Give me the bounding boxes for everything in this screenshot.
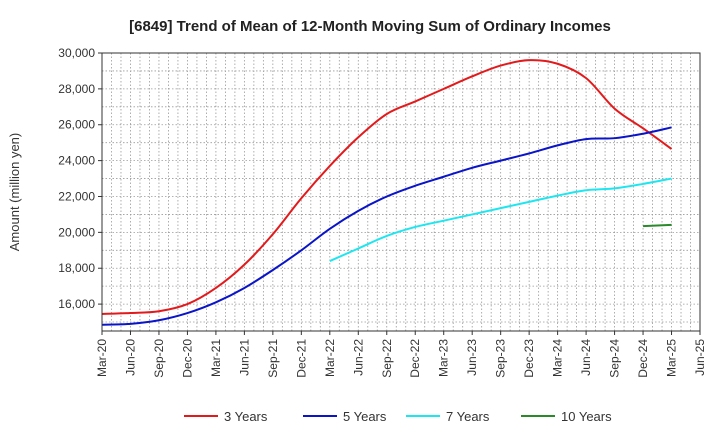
series-line-3-years: [101, 59, 673, 315]
x-tick-label: Jun-23: [465, 339, 479, 376]
x-tick-label: Sep-24: [608, 339, 622, 378]
y-tick-label: 20,000: [58, 225, 95, 239]
series-line-5-years: [101, 126, 672, 326]
x-tick-label: Mar-21: [209, 339, 223, 377]
x-tick-label: Jun-21: [237, 339, 251, 376]
legend-label-3-years: 3 Years: [224, 409, 268, 424]
y-tick-label: 22,000: [58, 189, 95, 203]
y-tick-label: 30,000: [58, 46, 95, 60]
y-tick-label: 24,000: [58, 154, 95, 168]
x-tick-label: Mar-20: [95, 339, 109, 377]
legend-label-5-years: 5 Years: [343, 409, 387, 424]
y-tick-label: 18,000: [58, 261, 95, 275]
legend-label-7-years: 7 Years: [446, 409, 490, 424]
chart-title: [6849] Trend of Mean of 12-Month Moving …: [129, 18, 611, 35]
grid: [102, 53, 700, 331]
x-tick-label: Mar-24: [551, 339, 565, 377]
y-axis-label: Amount (million yen): [7, 133, 22, 252]
y-axis: 16,000 18,000 20,000 22,000 24,000 26,000 28,0…: [58, 46, 102, 311]
x-tick-label: Dec-23: [522, 339, 536, 378]
plot-area: [101, 52, 701, 332]
series-line-10-years: [643, 223, 672, 228]
x-tick-label: Dec-20: [180, 339, 194, 378]
x-tick-label: Sep-21: [266, 339, 280, 378]
x-tick-label: Dec-21: [294, 339, 308, 378]
x-tick-label: Sep-23: [494, 339, 508, 378]
x-tick-label: Jun-22: [351, 339, 365, 376]
y-tick-label: 28,000: [58, 82, 95, 96]
x-tick-label: Jun-24: [579, 339, 593, 376]
x-tick-label: Sep-20: [152, 339, 166, 378]
x-tick-label: Dec-22: [408, 339, 422, 378]
y-tick-label: 26,000: [58, 118, 95, 132]
series-layer: [101, 59, 673, 326]
x-tick-label: Jun-20: [123, 339, 137, 376]
x-tick-label: Sep-22: [380, 339, 394, 378]
x-tick-label: Dec-24: [636, 339, 650, 378]
x-tick-label: Mar-23: [437, 339, 451, 377]
x-tick-label: Jun-25: [693, 339, 707, 376]
x-axis: Mar-20 Jun-20 Sep-20 Dec-20 Mar-21 Jun-21 Sep-…: [95, 331, 707, 378]
legend-label-10-years: 10 Years: [561, 409, 612, 424]
legend: 3 Years 5 Years 7 Years 10 Years: [184, 409, 612, 424]
x-tick-label: Mar-25: [665, 339, 679, 377]
y-tick-label: 16,000: [58, 297, 95, 311]
x-tick-label: Mar-22: [323, 339, 337, 377]
series-line-7-years: [329, 177, 672, 262]
